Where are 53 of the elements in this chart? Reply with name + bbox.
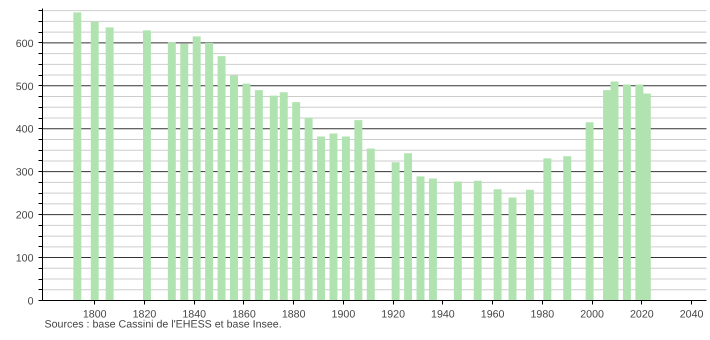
x-tick-label: 2000 — [580, 308, 604, 320]
x-tick-label: 1980 — [530, 308, 554, 320]
y-tick-label: 100 — [16, 252, 34, 265]
bar — [586, 122, 594, 300]
y-tick-label: 200 — [16, 210, 34, 222]
bar — [474, 180, 482, 300]
x-tick-label: 1880 — [282, 308, 306, 320]
y-tick-label: 600 — [16, 38, 34, 50]
x-tick-label: 1860 — [232, 308, 256, 320]
bar — [329, 133, 338, 300]
x-tick-label: 1940 — [431, 308, 455, 320]
bar — [73, 12, 82, 300]
bar — [494, 189, 502, 300]
x-tick-label: 2020 — [630, 308, 654, 320]
bar — [142, 30, 151, 300]
bar — [304, 118, 313, 300]
bar — [106, 27, 114, 300]
bar — [454, 182, 462, 300]
x-tick-label: 1960 — [480, 308, 505, 320]
bar — [543, 158, 552, 300]
bar — [230, 75, 238, 300]
bar — [404, 153, 412, 300]
x-tick-label: 1840 — [182, 308, 206, 320]
y-tick-label: 400 — [16, 124, 34, 136]
bar — [317, 136, 326, 300]
bar — [342, 136, 350, 300]
bar — [168, 42, 176, 300]
bar — [90, 22, 99, 300]
bar — [180, 44, 188, 300]
bar — [416, 176, 424, 300]
x-tick-label: 1800 — [82, 308, 107, 320]
bar — [526, 190, 534, 300]
bar — [205, 42, 214, 300]
bar — [563, 156, 572, 300]
bar — [192, 36, 201, 300]
y-tick-label: 500 — [16, 80, 34, 93]
bar — [218, 56, 226, 300]
bar — [622, 84, 631, 300]
bar — [292, 102, 300, 300]
bar — [354, 120, 362, 300]
y-tick-label: 300 — [16, 166, 34, 179]
x-tick-label: 1920 — [381, 308, 406, 320]
y-tick-label: 0 — [28, 296, 34, 308]
bar — [254, 90, 263, 300]
bar — [428, 178, 437, 300]
x-tick-label: 1820 — [132, 308, 156, 320]
bar — [392, 162, 400, 300]
bar — [508, 197, 516, 300]
x-tick-label: 2040 — [680, 308, 704, 320]
source-note: Sources : base Cassini de l'EHESS et base Insee. — [44, 318, 282, 330]
bar — [366, 148, 375, 300]
x-tick-label: 1900 — [332, 308, 356, 320]
bar — [242, 84, 250, 300]
